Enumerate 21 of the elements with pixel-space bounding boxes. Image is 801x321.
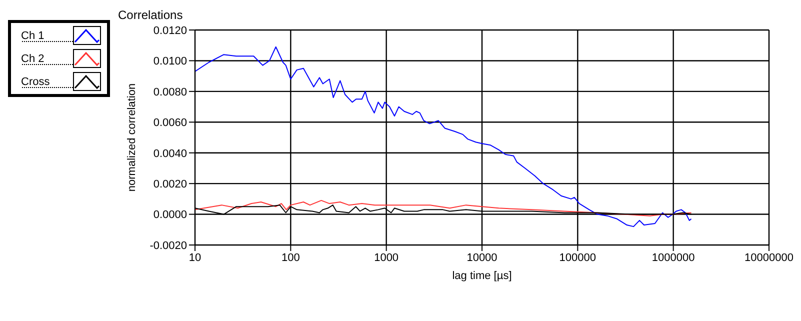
text: Cross bbox=[21, 76, 73, 88]
y-axis-title: normalized correlation bbox=[126, 83, 138, 192]
y-tick-label: 0.0040 bbox=[153, 148, 187, 160]
x-tick-label: 1000000 bbox=[652, 252, 695, 264]
text: Ch 2 bbox=[21, 52, 73, 64]
y-tick-label: 0.0080 bbox=[153, 86, 187, 98]
x-tick-label: 1000 bbox=[374, 252, 399, 264]
x-tick-label: 10000000 bbox=[744, 252, 794, 264]
y-tick-label: 0.0060 bbox=[153, 117, 187, 130]
y-tick-label: 0.0000 bbox=[153, 209, 187, 222]
chart-title: Correlations bbox=[118, 8, 183, 22]
x-tick-label: 100 bbox=[281, 252, 300, 264]
y-tick-label: 0.0020 bbox=[153, 178, 187, 190]
y-tick-label: -0.0020 bbox=[150, 240, 187, 252]
y-tick-label: 0.0120 bbox=[153, 24, 187, 37]
x-axis-title: lag time [µs] bbox=[452, 270, 512, 282]
x-tick-label: 100000 bbox=[559, 252, 596, 264]
y-tick-label: 0.0100 bbox=[153, 56, 187, 68]
x-tick-label: 10 bbox=[188, 252, 202, 264]
text: Ch 1 bbox=[21, 30, 73, 42]
x-tick-label: 10000 bbox=[466, 252, 498, 264]
